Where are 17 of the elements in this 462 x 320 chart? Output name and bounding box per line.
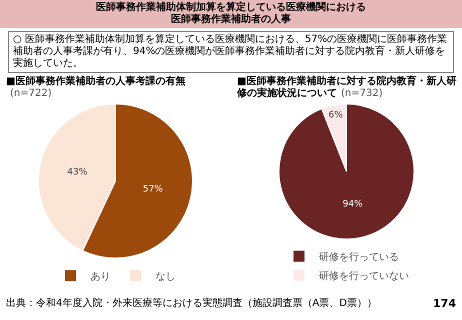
pie-slice bbox=[278, 104, 414, 240]
chart-subtitle: (n=732) bbox=[341, 88, 383, 99]
legend-label: なし bbox=[156, 271, 176, 282]
data-label: 57% bbox=[142, 184, 164, 194]
chart-subtitle: (n=722) bbox=[10, 88, 52, 99]
source-note: 出典：令和4年度入院・外来医療等における実態調査（施設調査票（A票、D票）） bbox=[6, 296, 377, 310]
chart-title: ■医師事務作業補助者の人事考課の有無 bbox=[6, 76, 186, 87]
data-label: 43% bbox=[67, 168, 88, 178]
text: 174 bbox=[433, 297, 456, 310]
data-label: 94% bbox=[342, 200, 364, 210]
legend-label: 研修を行っている bbox=[319, 252, 399, 264]
data-label: 6% bbox=[328, 110, 344, 121]
text: ○ 医師事務作業補助体制加算を算定している医療機関における、57%の医療機関に医師事務作業補助者の人事考課が有り、94%の医療機関が医師事務作業補助者に対する院内教育・新人研修を実施していた。 bbox=[8, 31, 454, 73]
text: 医師事務作業補助者の人事 bbox=[171, 14, 291, 25]
text: 医師事務作業補助体制加算を算定している医療機関における bbox=[96, 2, 366, 13]
legend-label: 研修を行っていない bbox=[319, 271, 409, 282]
legend-label: あり bbox=[90, 271, 110, 282]
